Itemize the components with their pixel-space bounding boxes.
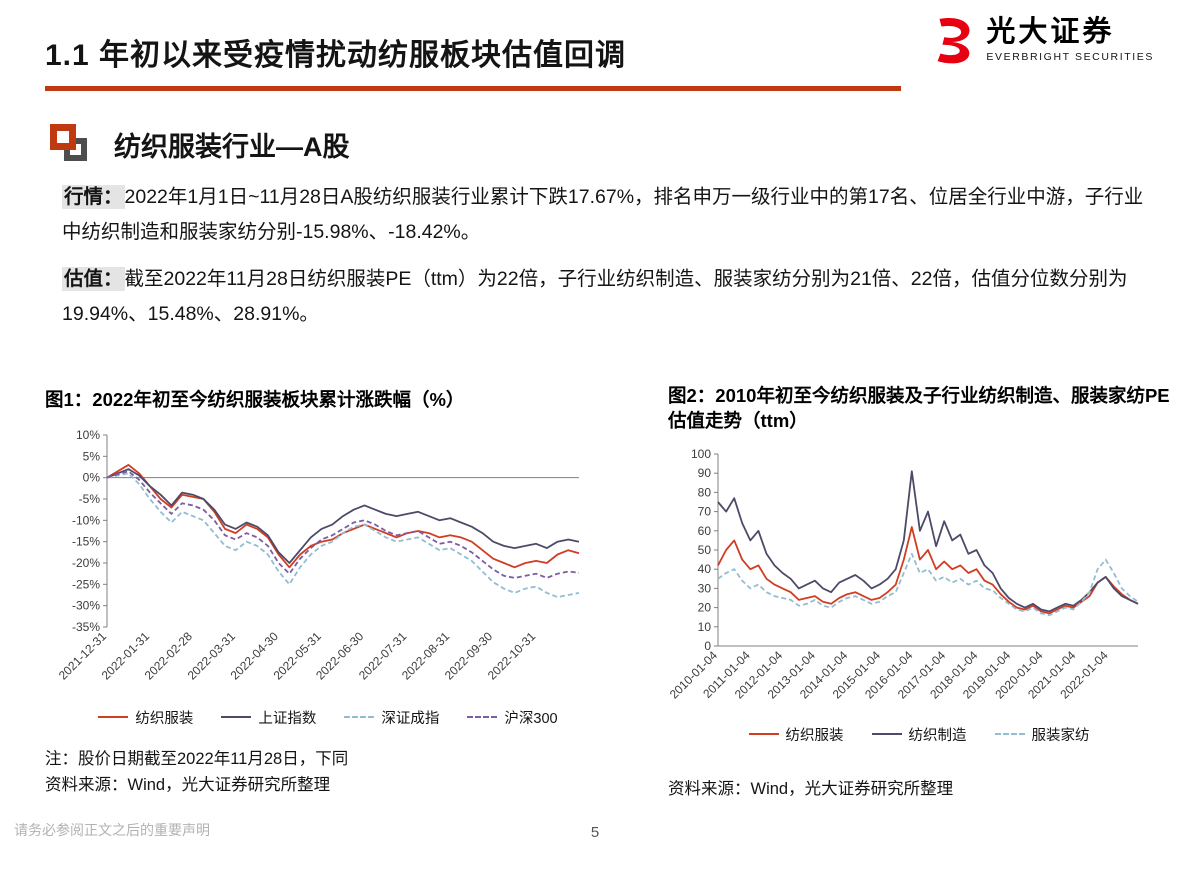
series-line — [106, 468, 580, 564]
paragraph-valuation-label: 估值： — [62, 267, 125, 292]
y-axis-tick-label: 40 — [698, 562, 712, 576]
y-axis-tick-label: -20% — [72, 556, 100, 570]
chart1-block: 图1：2022年初至今纺织服装板块累计涨跌幅（%） 10% 5% 0% -5% -10%… — [45, 388, 611, 799]
section-title: 纺织服装行业—A股 — [114, 131, 350, 162]
series-line — [106, 470, 580, 579]
y-axis-tick-label: 90 — [698, 466, 712, 480]
y-axis-tick-label: 30 — [698, 581, 712, 595]
red-square-icon — [50, 124, 76, 150]
y-axis-tick-label: -5% — [79, 492, 101, 506]
legend-item: 纺织服装 — [748, 724, 844, 745]
y-axis-tick-label: 20 — [698, 601, 712, 615]
page-title: 1.1 年初以来受疫情扰动纺服板块估值回调 — [45, 39, 627, 72]
chart2-legend: 纺织服装 纺织制造 服装家纺 — [668, 724, 1170, 745]
legend-item: 纺织制造 — [871, 724, 967, 745]
legend-line-swatch — [344, 716, 375, 719]
paragraph-market-label: 行情： — [62, 185, 125, 209]
chart2-title: 图2：2010年初至今纺织服装及子行业纺织制造、服装家纺PE估值走势（ttm） — [668, 385, 1170, 431]
legend-line-swatch — [98, 716, 129, 719]
chart1-legend: 纺织服装 上证指数 深证成指 沪深300 — [45, 707, 611, 728]
y-axis-tick-label: 0 — [704, 639, 711, 653]
chart2-note: 资料来源：Wind，光大证券研究所整理 — [668, 779, 954, 798]
legend-item: 沪深300 — [467, 707, 558, 728]
brand-logo: 光大证券 EVERBRIGHT SECURITIES — [928, 16, 1154, 64]
y-axis-tick-label: 10 — [698, 620, 712, 634]
y-axis-tick-label: 0% — [83, 471, 101, 485]
legend-item: 深证成指 — [344, 707, 439, 728]
series-line — [106, 472, 580, 598]
y-axis-tick-label: -30% — [72, 599, 100, 613]
legend-label: 服装家纺 — [1031, 727, 1090, 744]
paragraph-valuation: 估值： 截至2022年11月28日纺织服装PE（ttm）为22倍，子行业纺织制造、… — [62, 262, 1152, 332]
y-axis-tick-label: 10% — [76, 428, 100, 442]
footer-disclaimer: 请务必参阅正文之后的重要声明 — [14, 822, 210, 838]
paragraph-market-text: 2022年1月1日~11月28日A股纺织服装行业累计下跌17.67%，排名申万一… — [62, 186, 1144, 244]
y-axis-tick-label: -35% — [72, 620, 100, 634]
series-line — [717, 470, 1139, 613]
paragraph-market: 行情： 2022年1月1日~11月28日A股纺织服装行业累计下跌17.67%，排名… — [62, 180, 1152, 250]
legend-label: 沪深300 — [504, 710, 558, 727]
legend-line-swatch — [994, 733, 1025, 736]
legend-line-swatch — [748, 733, 779, 736]
legend-line-swatch — [467, 716, 498, 719]
legend-item: 服装家纺 — [994, 724, 1090, 745]
legend-label: 深证成指 — [381, 710, 440, 727]
y-axis-tick-label: 100 — [691, 447, 711, 461]
legend-label: 纺织服装 — [785, 727, 844, 744]
chart1-notes: 注：股价日期截至2022年11月28日，下同 资料来源：Wind，光大证券研究所… — [45, 746, 611, 799]
logo-text: 光大证券 EVERBRIGHT SECURITIES — [986, 15, 1154, 64]
legend-item: 上证指数 — [221, 707, 316, 728]
legend-label: 纺织服装 — [135, 710, 194, 727]
y-axis-tick-label: -10% — [72, 513, 100, 527]
section-header: 纺织服装行业—A股 — [50, 124, 350, 164]
overlapping-squares-icon — [50, 124, 90, 164]
body-text: 行情： 2022年1月1日~11月28日A股纺织服装行业累计下跌17.67%，排名… — [62, 180, 1152, 344]
series-line — [717, 526, 1139, 615]
y-axis-tick-label: 70 — [698, 505, 712, 519]
y-axis-tick-label: 5% — [83, 449, 101, 463]
chart1-title: 图1：2022年初至今纺织服装板块累计涨跌幅（%） — [45, 389, 465, 410]
chart2-canvas: 10090807060504030201002010-01-042011-01-… — [668, 447, 1139, 701]
chart2-block: 图2：2010年初至今纺织服装及子行业纺织制造、服装家纺PE估值走势（ttm） … — [668, 384, 1170, 799]
legend-label: 上证指数 — [258, 710, 317, 727]
chart1-note-line1: 注：股价日期截至2022年11月28日，下同 — [45, 749, 349, 768]
logo-cn-name: 光大证券 — [986, 15, 1115, 48]
y-axis-tick-label: -15% — [72, 535, 100, 549]
logo-en-name: EVERBRIGHT SECURITIES — [986, 51, 1154, 64]
chart1-note-line2: 资料来源：Wind，光大证券研究所整理 — [45, 776, 331, 795]
y-axis-tick-label: 60 — [698, 524, 712, 538]
legend-label: 纺织制造 — [908, 727, 967, 744]
legend-line-swatch — [221, 716, 252, 719]
y-axis-tick-label: 80 — [698, 485, 712, 499]
everbright-logo-icon — [937, 17, 970, 64]
title-underline — [45, 86, 901, 91]
chart1-canvas: 10%5%0%-5%-10%-15%-20%-25%-30%-35%2021-1… — [56, 428, 580, 682]
y-axis-tick-label: 50 — [698, 543, 712, 557]
y-axis-tick-label: -25% — [72, 577, 100, 591]
legend-line-swatch — [871, 733, 902, 736]
paragraph-valuation-text: 截至2022年11月28日纺织服装PE（ttm）为22倍，子行业纺织制造、服装家… — [62, 268, 1128, 326]
legend-item: 纺织服装 — [98, 707, 193, 728]
page-number: 5 — [590, 824, 600, 841]
